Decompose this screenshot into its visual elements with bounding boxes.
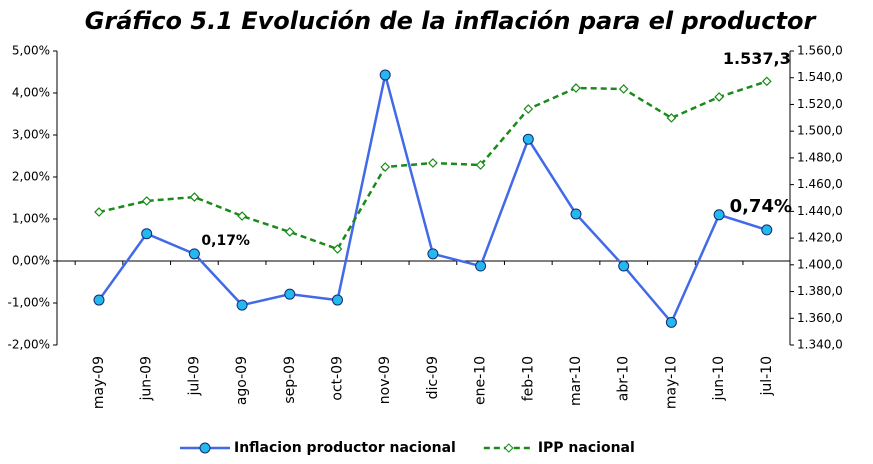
point [618,260,630,272]
y2-tick-label: 1.440,0 [797,204,843,218]
x-tick-label: mar-10 [568,356,584,406]
y-tick-label: 5,00% [12,44,50,58]
point [522,133,534,145]
point [284,227,295,237]
y-tick-label: -1,00% [8,296,50,310]
point [570,208,582,220]
y-tick-label: 1,00% [12,212,50,226]
point [618,84,629,94]
point [475,260,487,272]
legend-marker [199,442,211,454]
y-tick-label: 2,00% [12,170,50,184]
point [571,83,581,93]
point [189,192,200,202]
point [714,92,724,102]
x-tick-label: dic-09 [425,356,441,399]
point [332,244,343,254]
y2-tick-label: 1.400,0 [797,257,843,271]
y2-tick-label: 1.380,0 [797,284,843,298]
point [332,294,343,306]
point [94,207,104,217]
y2-tick-label: 1.520,0 [797,97,843,111]
point [713,209,725,221]
point [761,224,773,236]
x-tick-label: may-10 [663,356,679,409]
x-tick-label: oct-09 [330,356,346,401]
point [665,316,677,328]
y2-tick-label: 1.360,0 [797,311,843,325]
y-tick-label: -2,00% [8,338,50,352]
x-tick-label: feb-10 [520,356,536,401]
point [284,288,296,300]
legend-label: Inflacion productor nacional [234,440,456,456]
chart-title: Gráfico 5.1 Evolución de la inflación pa… [85,7,818,35]
x-tick-label: jul-09 [186,356,202,397]
point [666,113,677,123]
point [188,248,200,260]
x-tick-label: may-09 [91,356,107,409]
point [428,158,438,168]
x-tick-label: jun-10 [711,356,727,402]
y2-tick-label: 1.480,0 [797,150,843,164]
y2-tick-label: 1.460,0 [797,177,843,191]
point [141,228,153,240]
x-tick-label: abr-10 [616,356,632,401]
data-label: 1.537,3 [723,49,791,68]
y2-tick-label: 1.500,0 [797,124,843,138]
y2-tick-label: 1.340,0 [797,338,843,352]
point [93,294,105,306]
y-tick-label: 3,00% [12,128,50,142]
x-tick-label: jun-09 [139,356,155,402]
point [141,196,152,206]
x-tick-label: ago-09 [234,356,250,405]
data-label: 0,74% [730,196,792,217]
legend-label: IPP nacional [538,440,635,456]
data-label: 0,17% [201,233,250,249]
y-tick-label: 0,00% [12,254,50,268]
x-tick-label: ene-10 [473,356,489,405]
point [379,69,391,81]
point [237,211,247,221]
point [380,162,391,172]
y2-tick-label: 1.540,0 [797,70,843,84]
y2-tick-label: 1.420,0 [797,231,843,245]
point [475,160,486,170]
legend-marker [504,443,514,453]
y2-tick-label: 1.560,0 [797,44,843,58]
y-tick-label: 4,00% [12,86,50,100]
x-tick-label: nov-09 [377,356,393,404]
point [427,248,439,260]
x-tick-label: jul-10 [759,356,775,397]
point [761,76,772,87]
point [523,104,534,114]
x-tick-label: sep-09 [282,356,298,404]
point [236,299,248,311]
